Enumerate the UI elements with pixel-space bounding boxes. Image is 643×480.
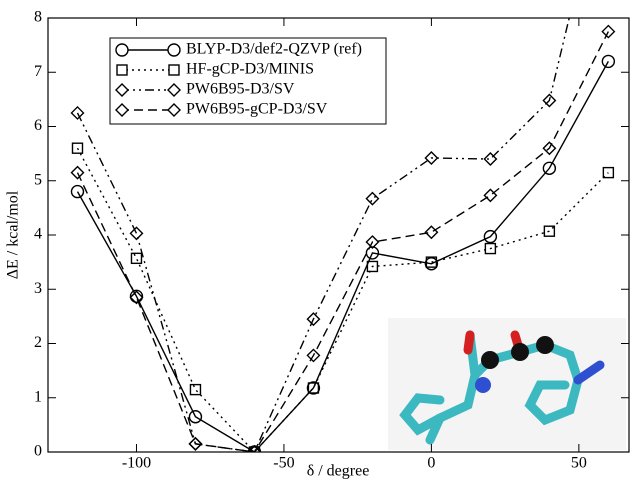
x-axis-label: δ / degree: [307, 463, 370, 480]
x-tick-label: 0: [427, 455, 435, 472]
chart: δ / degree ΔE / kcal/mol -100 -50 0 50 0 1 2 3 4…: [0, 0, 643, 480]
y-tick-label: 7: [34, 63, 42, 80]
legend-label: HF-gCP-D3/MINIS: [186, 61, 314, 78]
y-tick-label: 2: [34, 334, 42, 351]
x-tick-label: -50: [273, 455, 294, 472]
y-axis-label: ΔE / kcal/mol: [5, 190, 22, 279]
y-tick-label: 4: [34, 226, 42, 243]
legend-marker: [168, 44, 180, 56]
y-tick-label: 1: [34, 388, 42, 405]
y-tick-label: 3: [34, 280, 42, 297]
data-point: [366, 193, 378, 205]
y-tick-label: 5: [34, 171, 42, 188]
data-point: [130, 227, 142, 239]
y-tick-label: 8: [34, 9, 42, 26]
legend-marker: [116, 44, 128, 56]
data-point: [190, 385, 200, 395]
legend-label: PW6B95-D3/SV: [186, 81, 295, 98]
data-point: [131, 253, 141, 263]
legend-label: BLYP-D3/def2-QZVP (ref): [186, 41, 362, 58]
x-tick-label: -100: [122, 455, 151, 472]
legend-marker: [169, 65, 179, 75]
y-tick-label: 0: [34, 443, 42, 460]
y-tick-label: 6: [34, 117, 42, 134]
x-tick-label: 50: [571, 455, 587, 472]
molecule-inset: [388, 318, 626, 450]
legend-label: PW6B95-gCP-D3/SV: [186, 101, 328, 118]
legend-marker: [117, 65, 127, 75]
